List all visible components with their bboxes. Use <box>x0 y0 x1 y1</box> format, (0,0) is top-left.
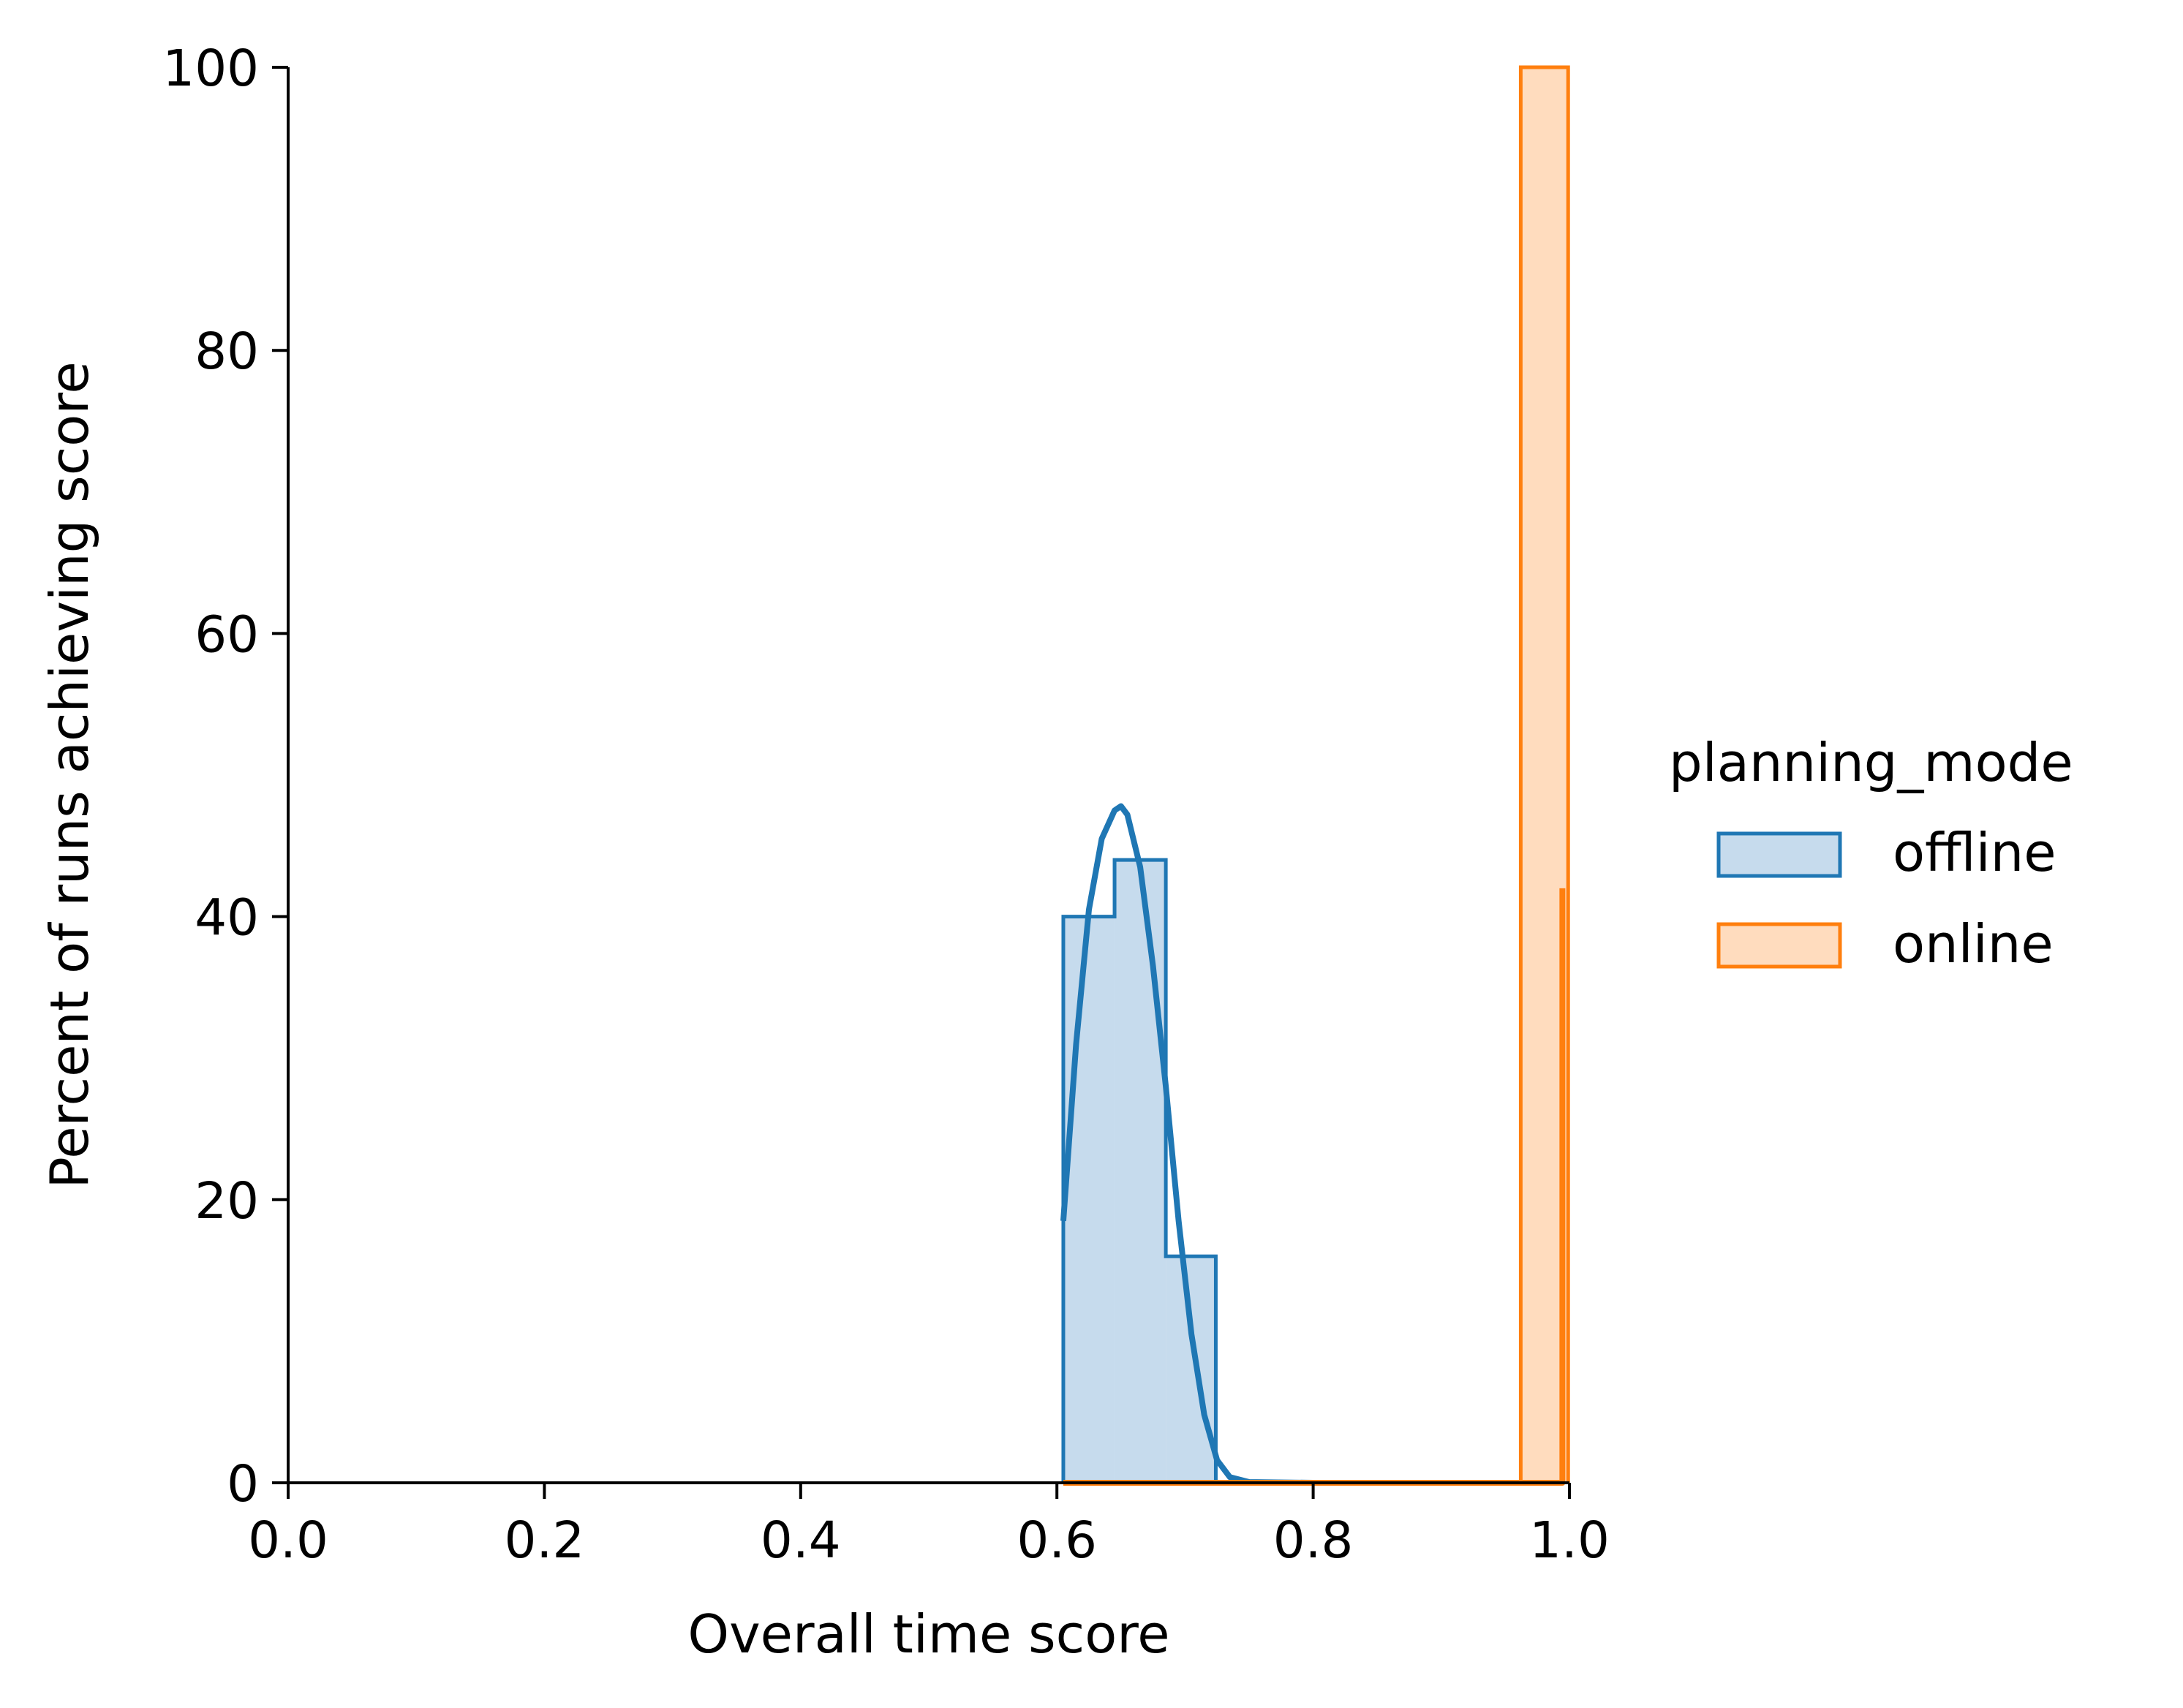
legend-label-offline: offline <box>1893 822 2056 883</box>
y-tick-label: 80 <box>195 322 259 381</box>
legend-swatch-offline <box>1716 831 1842 878</box>
legend-label-online: online <box>1893 913 2054 975</box>
y-tick-label: 20 <box>195 1172 259 1231</box>
y-tick-label: 40 <box>195 889 259 948</box>
x-tick-label: 0.8 <box>1273 1511 1354 1570</box>
legend: planning_mode offline online <box>1669 732 2073 975</box>
y-axis-label: Percent of runs achieving score <box>39 361 100 1188</box>
x-tick-label: 0.2 <box>505 1511 585 1570</box>
legend-title: planning_mode <box>1669 732 2073 793</box>
y-tick-label: 100 <box>162 39 259 98</box>
bar-offline-0 <box>1063 916 1115 1483</box>
x-axis-label: Overall time score <box>687 1603 1169 1665</box>
bar-outline-online <box>1518 65 1570 1483</box>
x-axis-ticks: 0.0 0.2 0.4 0.6 0.8 1.0 <box>248 1483 1610 1570</box>
bar-offline-1 <box>1115 860 1166 1483</box>
legend-swatch-online <box>1716 922 1842 969</box>
x-tick-label: 0.6 <box>1017 1511 1097 1570</box>
bar-offline-2 <box>1166 1256 1216 1483</box>
y-tick-label: 0 <box>227 1455 259 1514</box>
x-tick-label: 1.0 <box>1529 1511 1610 1570</box>
x-tick-label: 0.0 <box>248 1511 328 1570</box>
y-axis-ticks: 0 20 40 60 80 100 <box>162 39 288 1514</box>
y-tick-label: 60 <box>195 605 259 664</box>
x-tick-label: 0.4 <box>761 1511 841 1570</box>
